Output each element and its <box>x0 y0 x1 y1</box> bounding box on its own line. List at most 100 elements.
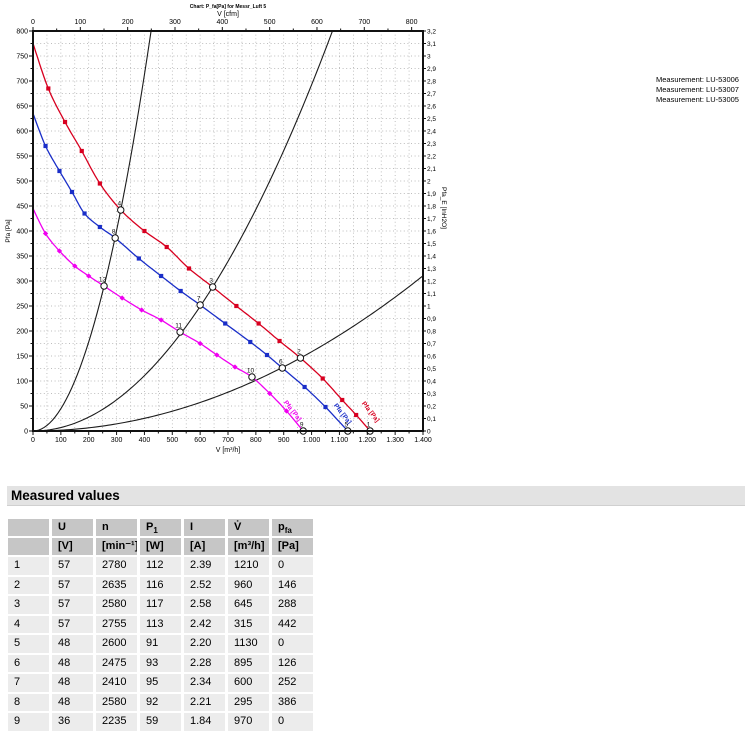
bottom-axis-tick-label: 300 <box>111 437 123 444</box>
data-point-marker <box>142 228 147 234</box>
data-point-marker <box>164 244 169 250</box>
bottom-axis-tick-label: 1.400 <box>414 437 432 444</box>
data-point-marker <box>354 412 359 418</box>
left-axis-label: Pfa [Pa] <box>5 219 12 242</box>
operating-point-circle <box>278 364 287 372</box>
table-cell: 2600 <box>96 635 137 653</box>
column-unit: [W] <box>140 538 181 555</box>
top-axis-tick-label: 300 <box>169 19 181 26</box>
bottom-axis-tick-label: 0 <box>31 437 35 444</box>
bottom-axis-tick-label: 1.000 <box>303 437 321 444</box>
right-axis-tick-label: 2,5 <box>427 116 436 123</box>
right-axis-tick-label: 1,5 <box>427 241 436 248</box>
row-number: 7 <box>8 674 49 692</box>
table-cell: 2.20 <box>184 635 225 653</box>
operating-point-circle <box>117 206 125 214</box>
row-number: 3 <box>8 596 49 614</box>
column-header <box>8 519 49 536</box>
table-cell: 57 <box>52 596 93 614</box>
table-cell: 1210 <box>228 557 269 575</box>
table-cell: 970 <box>228 713 269 731</box>
data-point-marker <box>86 273 92 279</box>
table-cell: 0 <box>272 713 313 731</box>
top-axis-label: V [cfm] <box>217 11 239 18</box>
operating-point-number: 2 <box>297 349 301 356</box>
data-point-marker <box>267 390 273 397</box>
left-axis-tick-label: 700 <box>16 78 28 85</box>
legend-item: Measurement: LU-53007 <box>656 85 739 94</box>
operating-point-circle <box>176 328 184 336</box>
data-point-marker <box>119 295 125 301</box>
left-axis-tick-label: 400 <box>16 228 28 235</box>
right-axis-tick-label: 1,3 <box>427 266 436 273</box>
measured-values-title: Measured values <box>11 488 120 503</box>
column-unit: [A] <box>184 538 225 555</box>
right-axis-tick-label: 1,8 <box>427 203 436 210</box>
data-point-marker <box>178 288 183 294</box>
column-unit: [V] <box>52 538 93 555</box>
data-point-marker <box>138 307 145 313</box>
column-unit <box>8 538 49 555</box>
data-point-marker <box>42 230 49 237</box>
table-cell: 48 <box>52 635 93 653</box>
right-axis-tick-label: 2,7 <box>427 91 436 98</box>
table-cell: 91 <box>140 635 181 653</box>
legend-item: Measurement: LU-53005 <box>656 95 739 104</box>
table-cell: 93 <box>140 654 181 672</box>
table-cell: 2.58 <box>184 596 225 614</box>
right-axis-tick-label: 1,7 <box>427 216 436 223</box>
right-axis-tick-label: 2,2 <box>427 153 436 160</box>
bottom-axis-tick-label: 100 <box>55 437 67 444</box>
table-cell: 48 <box>52 654 93 672</box>
bottom-axis-tick-label: 900 <box>278 437 290 444</box>
data-point-marker <box>234 303 239 309</box>
bottom-axis-tick-label: 600 <box>194 437 206 444</box>
operating-point-number: 1 <box>367 422 371 429</box>
chart-legend: Measurement: LU-53006 Measurement: LU-530… <box>656 75 739 105</box>
row-number: 2 <box>8 576 49 594</box>
right-axis-tick-label: 0,7 <box>427 341 436 348</box>
bottom-axis-tick-label: 700 <box>222 437 234 444</box>
operating-point-circle <box>248 373 256 381</box>
table-cell: 95 <box>140 674 181 692</box>
operating-point-number: 7 <box>197 296 201 303</box>
operating-point-circle <box>111 234 119 242</box>
table-cell: 57 <box>52 576 93 594</box>
right-axis-tick-label: 3,2 <box>427 28 436 35</box>
measured-values-header-bar: Measured values <box>7 486 745 506</box>
left-axis-tick-label: 450 <box>16 203 28 210</box>
table-cell: 126 <box>272 654 313 672</box>
left-axis-tick-label: 600 <box>16 128 28 135</box>
table-cell: 2.42 <box>184 615 225 633</box>
right-axis-tick-label: 1,6 <box>427 228 436 235</box>
curve-label: Pfa [Pa] <box>360 400 380 423</box>
operating-point-number: 5 <box>344 422 348 429</box>
right-axis-tick-label: 3,1 <box>427 41 436 48</box>
bottom-axis-label: V [m³/h] <box>216 447 241 454</box>
chart-title: Chart: P_fa[Pa] for Messr_Luft 5 <box>190 4 267 10</box>
table-cell: 2235 <box>96 713 137 731</box>
column-header: V̇ <box>228 519 269 536</box>
bottom-axis-tick-label: 1.200 <box>359 437 377 444</box>
operating-point-number: 12 <box>99 277 107 284</box>
right-axis-tick-label: 0,6 <box>427 353 436 360</box>
data-point-marker <box>159 273 164 279</box>
system-resistance-curve <box>32 275 424 432</box>
right-axis-tick-label: 0,4 <box>427 378 436 385</box>
row-number: 6 <box>8 654 49 672</box>
table-cell: 315 <box>228 615 269 633</box>
table-cell: 57 <box>52 557 93 575</box>
data-point-marker <box>186 266 192 271</box>
operating-point-circle <box>100 282 108 290</box>
data-point-marker <box>97 224 102 230</box>
table-cell: 112 <box>140 557 181 575</box>
data-point-marker <box>97 181 102 186</box>
left-axis-tick-label: 0 <box>24 428 28 435</box>
top-axis-tick-label: 500 <box>264 19 276 26</box>
data-point-marker <box>46 86 51 91</box>
data-point-marker <box>136 256 141 261</box>
right-axis-tick-label: 1,9 <box>427 191 436 198</box>
operating-point-circle <box>208 283 217 291</box>
left-axis-tick-label: 150 <box>16 353 28 360</box>
operating-point-circle <box>196 301 204 309</box>
